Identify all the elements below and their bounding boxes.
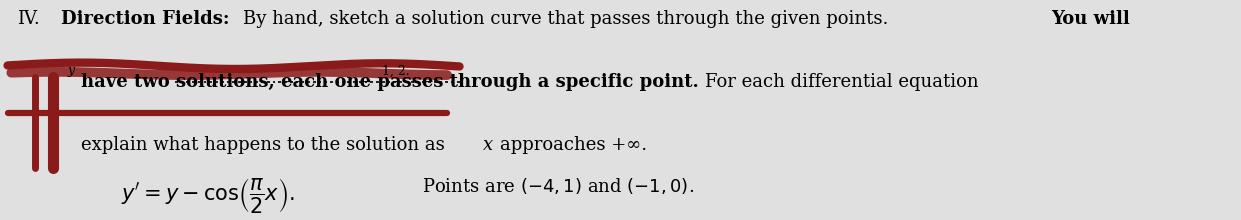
Text: x: x: [483, 136, 493, 154]
Text: By hand, sketch a solution curve that passes through the given points.: By hand, sketch a solution curve that pa…: [243, 10, 889, 28]
Text: You will: You will: [1051, 10, 1131, 28]
Text: have two solutions, each one passes through a specific point.: have two solutions, each one passes thro…: [81, 73, 699, 92]
Text: Points are $(-4, 1)$ and $(-1, 0)$.: Points are $(-4, 1)$ and $(-1, 0)$.: [422, 176, 695, 196]
Text: y: y: [67, 64, 74, 77]
Text: For each differential equation: For each differential equation: [705, 73, 978, 92]
Text: IV.: IV.: [17, 10, 40, 28]
Text: approaches +∞.: approaches +∞.: [500, 136, 648, 154]
Text: 1, 2.: 1, 2.: [382, 65, 410, 78]
Text: Direction Fields:: Direction Fields:: [61, 10, 230, 28]
Text: explain what happens to the solution as: explain what happens to the solution as: [81, 136, 450, 154]
Text: $y' = y - \cos\!\left(\dfrac{\pi}{2}x\right).$: $y' = y - \cos\!\left(\dfrac{\pi}{2}x\ri…: [122, 176, 295, 214]
